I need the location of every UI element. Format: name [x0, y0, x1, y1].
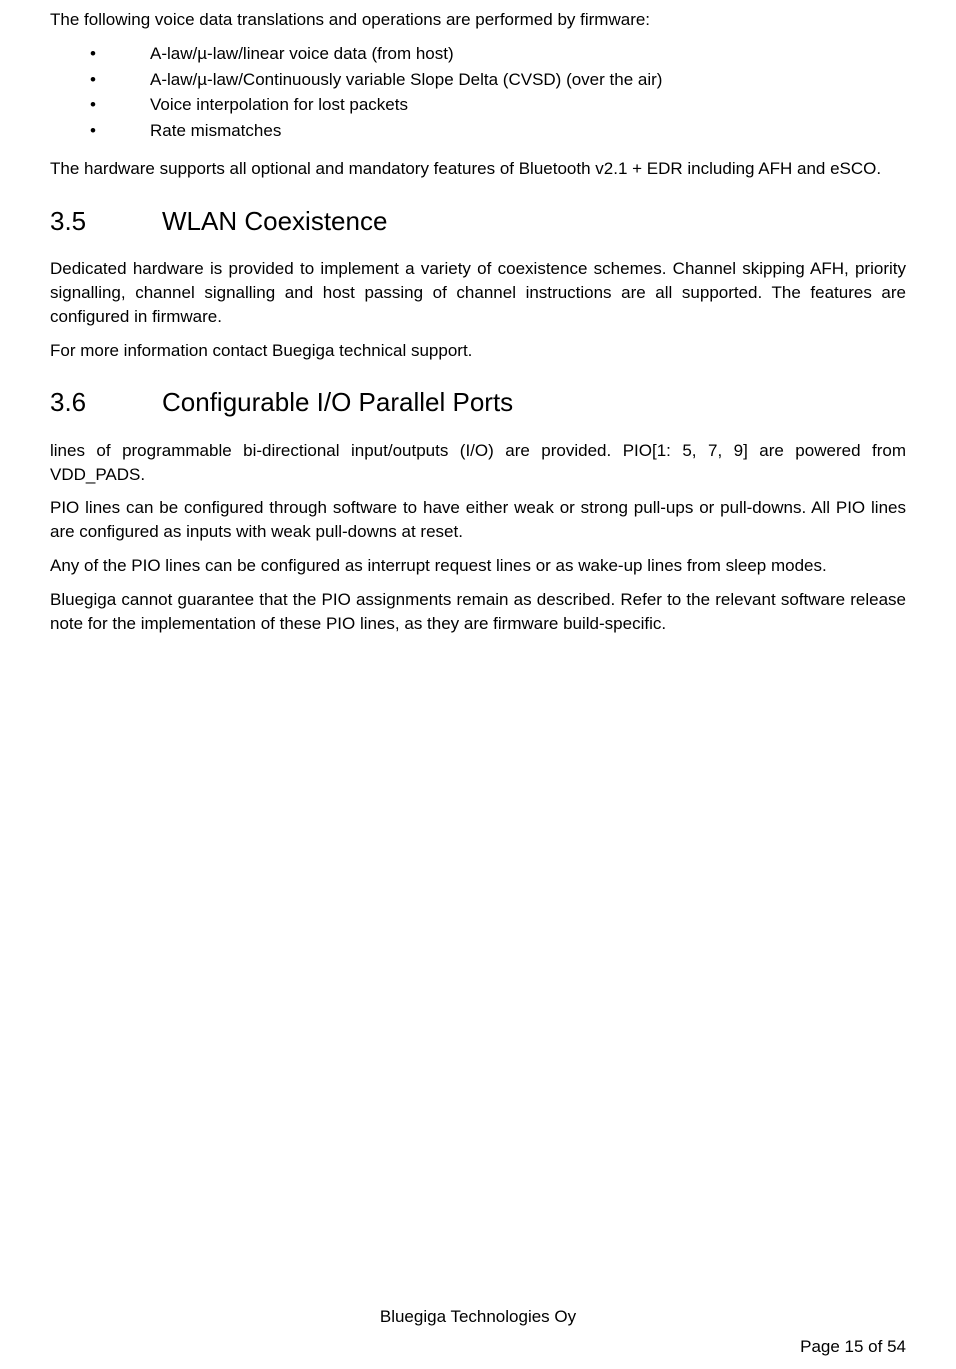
section-3-6-heading: 3.6 Configurable I/O Parallel Ports	[50, 384, 906, 420]
list-item: A-law/µ-law/Continuously variable Slope …	[50, 68, 906, 92]
page-number: Page 15 of 54	[800, 1335, 906, 1359]
section-3-6-para-3: Any of the PIO lines can be configured a…	[50, 554, 906, 578]
list-item: A-law/µ-law/linear voice data (from host…	[50, 42, 906, 66]
section-3-6-para-4: Bluegiga cannot guarantee that the PIO a…	[50, 588, 906, 636]
bullet-list: A-law/µ-law/linear voice data (from host…	[50, 42, 906, 143]
heading-number: 3.5	[50, 203, 162, 239]
paragraph-after-bullets: The hardware supports all optional and m…	[50, 157, 906, 181]
section-3-6-para-1: lines of programmable bi-directional inp…	[50, 439, 906, 487]
list-item: Voice interpolation for lost packets	[50, 93, 906, 117]
section-3-5-heading: 3.5 WLAN Coexistence	[50, 203, 906, 239]
section-3-6-para-2: PIO lines can be configured through soft…	[50, 496, 906, 544]
list-item: Rate mismatches	[50, 119, 906, 143]
heading-title: Configurable I/O Parallel Ports	[162, 384, 513, 420]
section-3-5-para-1: Dedicated hardware is provided to implem…	[50, 257, 906, 328]
heading-title: WLAN Coexistence	[162, 203, 387, 239]
section-3-5-para-2: For more information contact Buegiga tec…	[50, 339, 906, 363]
heading-number: 3.6	[50, 384, 162, 420]
intro-paragraph: The following voice data translations an…	[50, 8, 906, 32]
footer-company: Bluegiga Technologies Oy	[0, 1305, 956, 1329]
document-content: The following voice data translations an…	[50, 0, 906, 635]
